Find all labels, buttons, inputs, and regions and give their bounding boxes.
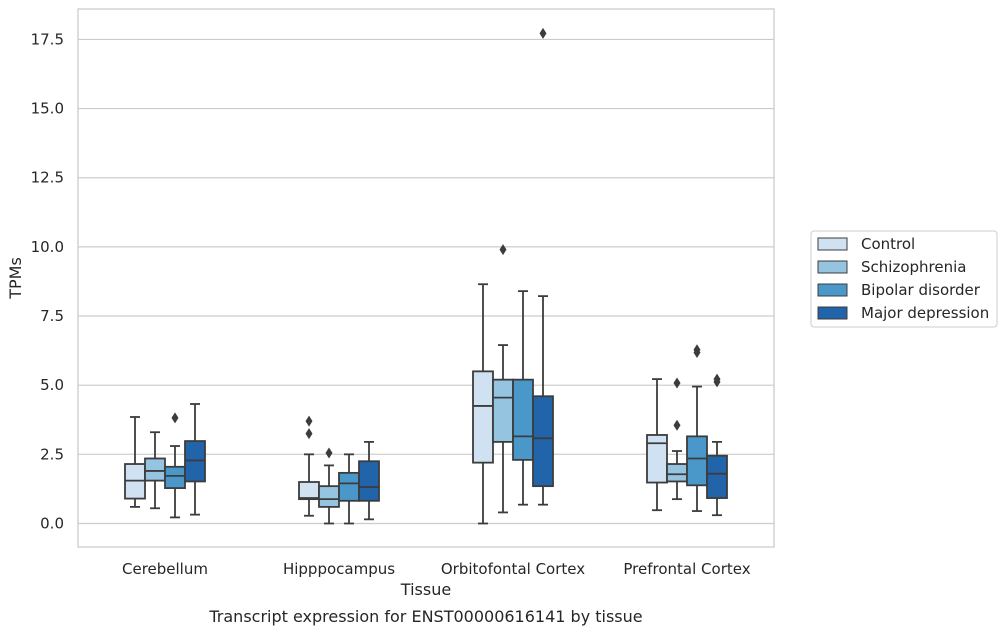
x-tick-label: Cerebellum [122,560,208,578]
series-bipolar-disorder [164,290,708,525]
outlier-point [305,415,313,427]
legend-label: Bipolar disorder [861,281,981,299]
box-body [686,435,708,487]
box-body [706,454,728,499]
box-body [472,370,494,464]
grid-lines [78,38,774,525]
y-axis-title: TPMs [6,257,25,300]
outlier-point [325,447,333,459]
x-tick-label: Orbitofontal Cortex [441,560,585,578]
legend: Control Schizophrenia Bipolar disorder Majo… [810,230,998,328]
y-tick-label: 10.0 [31,238,64,256]
box [666,377,688,501]
y-tick-label: 7.5 [40,307,64,325]
box [646,378,668,512]
box [512,290,534,506]
outlier-point [673,419,681,431]
legend-label: Major depression [861,304,989,322]
box [358,440,380,521]
series-control [124,283,668,525]
y-tick-label: 5.0 [40,376,64,394]
box-body [666,463,688,483]
box-body [164,465,186,489]
y-tick-label: 0.0 [40,514,64,532]
outlier-point [673,377,681,389]
box [144,431,166,510]
box-body [532,395,554,488]
y-tick-label: 12.5 [31,169,64,187]
box-body [358,460,380,502]
box [184,403,206,516]
y-tick-label: 15.0 [31,100,64,118]
box-body [298,481,320,501]
outlier-point [499,244,507,256]
legend-swatch [817,260,848,274]
y-tick-label: 2.5 [40,445,64,463]
legend-swatch [817,283,848,297]
outlier-point [171,412,179,424]
x-tick-label: Hipppocampus [283,560,395,578]
figure-caption: Transcript expression for ENST0000061614… [208,607,642,626]
x-axis-title: Tissue [400,580,451,599]
outlier-point [713,373,721,385]
outlier-point [693,344,701,356]
box [318,447,340,525]
x-axis-ticks: Cerebellum Hipppocampus Orbitofontal Corte… [122,560,751,578]
y-axis-ticks: 0.0 2.5 5.0 7.5 10.0 12.5 15.0 17.5 [31,30,64,532]
outlier-point [539,27,547,39]
box [124,416,146,508]
plot-area-frame [77,8,775,548]
series-schizophrenia [144,244,688,525]
box-series [124,27,728,525]
box [338,453,360,525]
box-body [512,378,534,461]
legend-label: Control [861,235,915,253]
box [298,415,320,517]
box [706,373,728,517]
box-body [144,457,166,482]
box [492,244,514,514]
legend-frame [810,230,998,328]
legend-label: Schizophrenia [861,258,966,276]
legend-swatch [817,237,848,251]
box-body [318,485,340,508]
box [532,27,554,506]
box [164,412,186,519]
legend-swatch [817,306,848,320]
box-body [492,378,514,443]
y-tick-label: 17.5 [31,30,64,48]
box [472,283,494,525]
box-body [338,471,360,502]
series-major-depression [184,27,728,521]
box [686,344,708,512]
outlier-point [305,428,313,440]
x-tick-label: Prefrontal Cortex [623,560,750,578]
box-body [646,434,668,484]
